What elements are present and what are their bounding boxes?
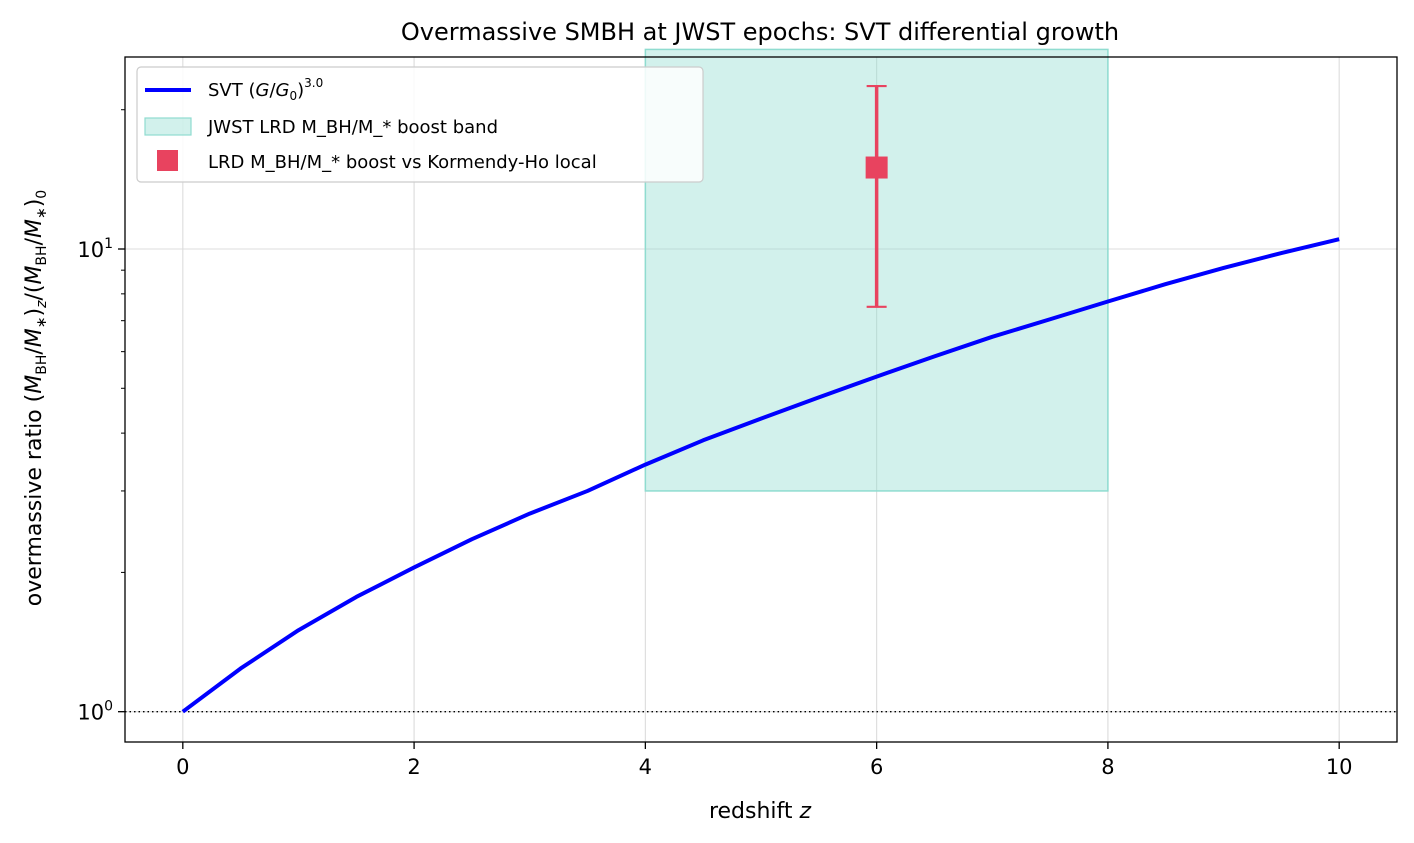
y-axis: 100 101 <box>77 109 125 725</box>
lrd-data-point <box>865 156 888 179</box>
svt-growth-line <box>181 237 1340 714</box>
y-tick-label: 100 <box>77 699 113 725</box>
y-tick-label: 101 <box>77 236 113 262</box>
legend-label-svt: SVT (G/G0)3.0 <box>208 76 323 103</box>
x-tick-label: 4 <box>639 755 652 779</box>
legend-label-errorbar: LRD M_BH/M_* boost vs Kormendy-Ho local <box>208 152 597 173</box>
x-axis-title: redshift z <box>709 799 812 824</box>
legend-marker-swatch <box>157 150 178 171</box>
x-axis: 0 2 4 6 8 10 <box>176 742 1353 779</box>
legend-label-band: JWST LRD M_BH/M_* boost band <box>207 117 498 138</box>
chart-title: Overmassive SMBH at JWST epochs: SVT dif… <box>401 18 1119 46</box>
x-tick-label: 0 <box>176 755 189 779</box>
x-tick-label: 2 <box>407 755 420 779</box>
x-tick-label: 10 <box>1326 755 1353 779</box>
legend: SVT (G/G0)3.0 JWST LRD M_BH/M_* boost ba… <box>136 66 704 183</box>
line-layer <box>181 237 1340 714</box>
x-tick-label: 6 <box>870 755 883 779</box>
errorbar-layer <box>865 84 888 308</box>
x-tick-label: 8 <box>1101 755 1114 779</box>
legend-frame <box>136 66 704 183</box>
legend-band-swatch <box>144 117 192 136</box>
plot-frame <box>124 56 1398 743</box>
y-axis-title: overmassive ratio (MBH/M∗)z/(MBH/M∗)0 <box>22 190 50 606</box>
